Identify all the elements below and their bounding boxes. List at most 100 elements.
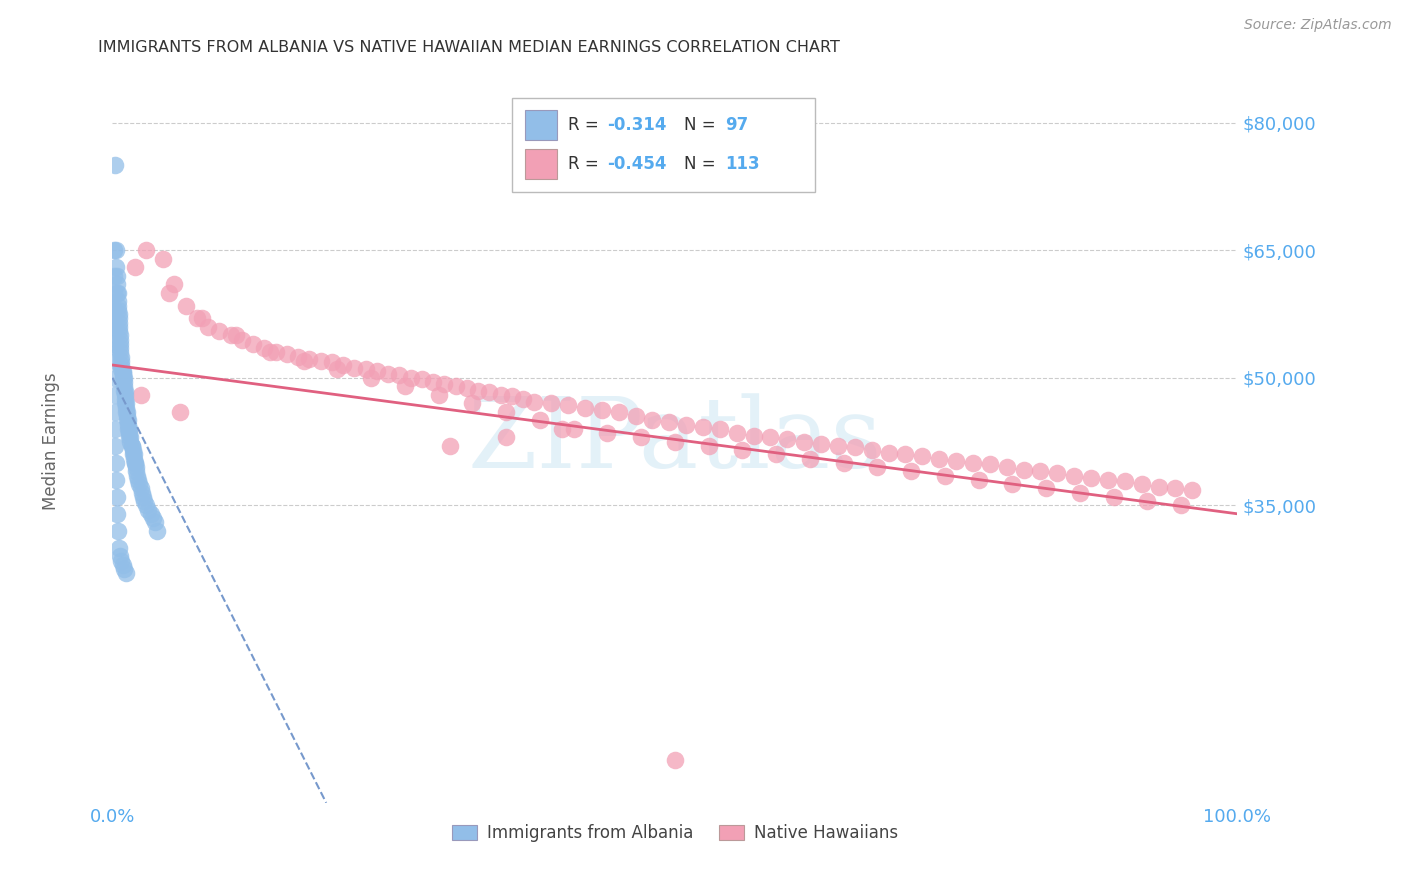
Point [105, 268, 128, 283]
Point [132, 494, 155, 508]
Point [104, 422, 127, 436]
Point [979, 458, 1001, 472]
Point [108, 319, 131, 334]
Point [124, 456, 146, 470]
Point [118, 425, 141, 440]
Point [132, 490, 155, 504]
Point [422, 375, 444, 389]
Point [118, 422, 141, 436]
Point [131, 485, 153, 500]
Point [104, 405, 127, 419]
Point [107, 285, 129, 300]
Text: -0.314: -0.314 [607, 116, 666, 134]
Text: ZIPatlas: ZIPatlas [468, 393, 882, 490]
Point [844, 441, 866, 455]
Point [110, 553, 132, 567]
Point [117, 422, 139, 436]
Point [103, 244, 125, 258]
Point [551, 422, 574, 436]
Point [664, 434, 686, 449]
Point [104, 388, 127, 402]
Point [117, 417, 139, 432]
Point [1147, 480, 1170, 494]
Point [108, 541, 131, 555]
Point [697, 439, 720, 453]
Point [125, 464, 148, 478]
Point [591, 403, 613, 417]
Point [759, 430, 782, 444]
Point [1170, 498, 1192, 512]
Point [225, 328, 247, 343]
Point [115, 401, 138, 415]
Point [110, 345, 132, 359]
Point [110, 353, 132, 368]
Point [111, 371, 134, 385]
Point [146, 524, 169, 538]
Text: R =: R = [568, 155, 605, 173]
Point [110, 350, 132, 364]
Point [439, 439, 461, 453]
Point [163, 277, 186, 292]
Point [1164, 481, 1187, 495]
Point [467, 384, 489, 398]
Point [776, 432, 799, 446]
Point [105, 285, 128, 300]
Point [104, 353, 127, 368]
Point [128, 477, 150, 491]
Point [945, 454, 967, 468]
Point [108, 324, 131, 338]
Point [309, 353, 332, 368]
Point [104, 158, 127, 172]
Point [121, 443, 143, 458]
Point [110, 362, 132, 376]
Point [103, 302, 125, 317]
Point [928, 451, 950, 466]
Point [125, 460, 148, 475]
Point [107, 294, 129, 309]
Point [104, 456, 127, 470]
Point [725, 425, 748, 440]
Point [157, 285, 180, 300]
Point [191, 311, 214, 326]
Point [658, 415, 681, 429]
Point [709, 422, 731, 436]
Point [108, 311, 131, 326]
Text: -0.454: -0.454 [607, 155, 666, 173]
Point [900, 464, 922, 478]
Point [860, 443, 883, 458]
Point [115, 405, 138, 419]
Point [108, 307, 131, 321]
Point [107, 299, 129, 313]
Point [104, 244, 127, 258]
Point [495, 405, 517, 419]
Point [117, 413, 139, 427]
Point [540, 396, 562, 410]
Point [107, 524, 129, 538]
Point [111, 364, 134, 378]
Point [110, 549, 132, 564]
Point [995, 460, 1018, 475]
Point [112, 562, 135, 576]
Point [624, 409, 647, 423]
Point [523, 394, 546, 409]
Point [827, 439, 849, 453]
Point [231, 333, 253, 347]
Point [866, 460, 889, 475]
Point [174, 299, 197, 313]
Point [242, 336, 264, 351]
Point [110, 328, 132, 343]
Point [110, 341, 132, 355]
Point [112, 375, 135, 389]
FancyBboxPatch shape [512, 98, 815, 193]
Point [108, 316, 131, 330]
Point [360, 371, 382, 385]
Point [112, 384, 135, 398]
Point [115, 409, 138, 423]
Point [692, 420, 714, 434]
Point [143, 516, 166, 530]
Point [287, 350, 309, 364]
Point [115, 396, 138, 410]
Point [298, 352, 321, 367]
Point [292, 353, 315, 368]
Point [139, 507, 162, 521]
